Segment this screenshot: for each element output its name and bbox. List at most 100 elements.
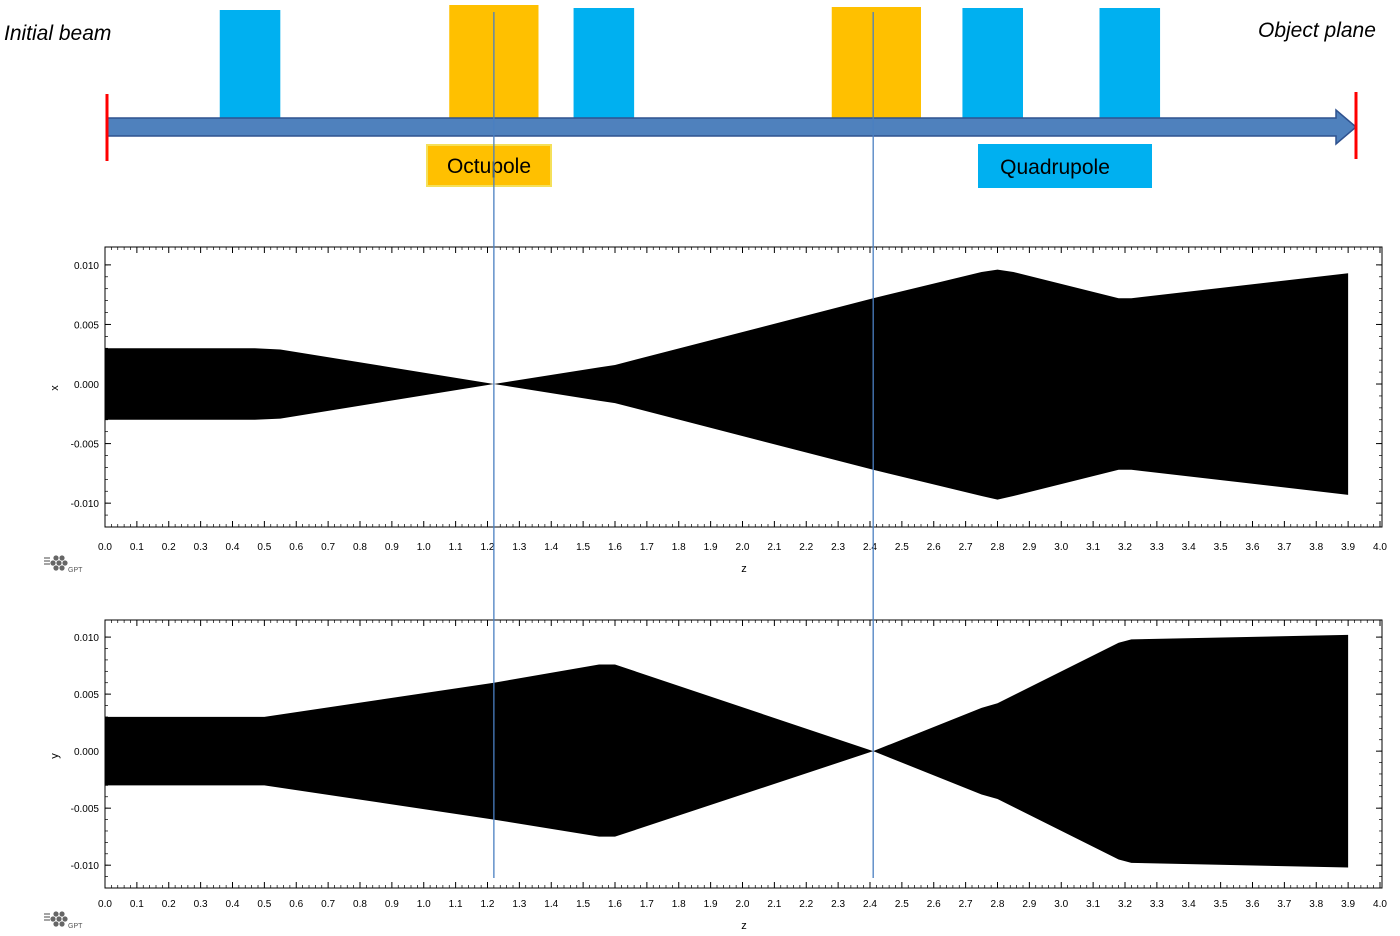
x-tick-label: 1.1 (449, 899, 463, 910)
x-tick-label: 0.5 (257, 542, 271, 553)
x-tick-label: 1.4 (544, 542, 558, 553)
x-tick-label: 1.7 (640, 542, 654, 553)
x-tick-label: 2.9 (1022, 899, 1036, 910)
x-tick-label: 3.4 (1182, 899, 1196, 910)
initial-beam-label: Initial beam (4, 22, 112, 45)
x-tick-label: 2.6 (927, 542, 941, 553)
x-axis-title: z (741, 563, 747, 575)
x-tick-label: 2.3 (831, 542, 845, 553)
y-tick-label: -0.005 (71, 804, 100, 815)
x-tick-label: 1.2 (481, 542, 495, 553)
x-tick-label: 1.3 (512, 542, 526, 553)
y-tick-label: -0.005 (71, 440, 100, 451)
x-tick-label: 0.3 (194, 899, 208, 910)
x-tick-label: 2.3 (831, 899, 845, 910)
x-tick-label: 1.4 (544, 899, 558, 910)
x-tick-label: 2.4 (863, 899, 877, 910)
x-tick-label: 3.3 (1150, 542, 1164, 553)
x-tick-label: 1.9 (704, 899, 718, 910)
x-tick-label: 2.7 (959, 899, 973, 910)
x-tick-label: 2.1 (767, 899, 781, 910)
y-tick-label: 0.010 (74, 261, 99, 272)
x-tick-label: 0.3 (194, 542, 208, 553)
x-tick-label: 3.2 (1118, 542, 1132, 553)
quadrupole-magnet-3 (573, 8, 635, 118)
y-tick-label: 0.000 (74, 380, 99, 391)
x-tick-label: 4.0 (1373, 899, 1387, 910)
x-tick-label: 1.1 (449, 542, 463, 553)
x-tick-label: 3.3 (1150, 899, 1164, 910)
x-tick-label: 1.5 (576, 542, 590, 553)
y-tick-label: 0.000 (74, 747, 99, 758)
x-tick-label: 0.1 (130, 542, 144, 553)
x-tick-label: 2.0 (736, 899, 750, 910)
x-tick-label: 0.8 (353, 542, 367, 553)
y-tick-label: 0.005 (74, 690, 99, 701)
x-tick-label: 1.9 (704, 542, 718, 553)
x-tick-label: 3.7 (1277, 899, 1291, 910)
x-tick-label: 3.4 (1182, 542, 1196, 553)
octupole-legend-label: Octupole (447, 155, 531, 178)
x-tick-label: 3.5 (1214, 542, 1228, 553)
x-tick-label: 2.8 (991, 899, 1005, 910)
x-tick-label: 3.1 (1086, 899, 1100, 910)
x-tick-label: 0.2 (162, 899, 176, 910)
x-axis-title: z (741, 920, 747, 932)
x-tick-label: 1.0 (417, 542, 431, 553)
quadrupole-magnet-1 (219, 10, 281, 118)
octupole-magnet-4 (831, 7, 921, 118)
x-tick-label: 1.8 (672, 899, 686, 910)
x-tick-label: 0.8 (353, 899, 367, 910)
x-tick-label: 1.7 (640, 899, 654, 910)
x-tick-label: 0.0 (98, 899, 112, 910)
x-tick-label: 3.8 (1309, 542, 1323, 553)
x-tick-label: 3.5 (1214, 899, 1228, 910)
svg-text:GPT: GPT (68, 923, 83, 930)
x-tick-label: 2.1 (767, 542, 781, 553)
x-tick-label: 1.5 (576, 899, 590, 910)
x-tick-label: 3.0 (1054, 542, 1068, 553)
beam-envelope-area (105, 634, 1349, 868)
quadrupole-magnet-6 (1099, 8, 1161, 118)
y-axis-title: y (49, 753, 61, 759)
x-tick-label: 1.0 (417, 899, 431, 910)
x-tick-label: 0.5 (257, 899, 271, 910)
x-tick-label: 0.9 (385, 899, 399, 910)
x-tick-label: 2.5 (895, 542, 909, 553)
x-tick-label: 0.0 (98, 542, 112, 553)
quadrupole-legend-box (978, 144, 1152, 188)
x-tick-label: 0.2 (162, 542, 176, 553)
x-tick-label: 0.4 (226, 542, 240, 553)
x-tick-label: 4.0 (1373, 542, 1387, 553)
y-axis-title: x (49, 385, 61, 391)
x-tick-label: 3.0 (1054, 899, 1068, 910)
x-tick-label: 3.9 (1341, 542, 1355, 553)
x-tick-label: 1.8 (672, 542, 686, 553)
x-tick-label: 0.1 (130, 899, 144, 910)
x-tick-label: 3.8 (1309, 899, 1323, 910)
x-tick-label: 0.6 (289, 542, 303, 553)
x-tick-label: 2.8 (991, 542, 1005, 553)
y-envelope-plot: 0.0 0.1 0.2 0.3 0.4 0.5 0.6 0.7 0.8 0.9 1.0 1.1 1.2 1… (44, 619, 1387, 932)
beam-envelope-area (105, 269, 1349, 500)
y-tick-label: 0.005 (74, 320, 99, 331)
x-tick-label: 3.7 (1277, 542, 1291, 553)
object-plane-label: Object plane (1258, 19, 1376, 42)
x-tick-label: 1.6 (608, 899, 622, 910)
x-tick-label: 2.7 (959, 542, 973, 553)
x-tick-label: 2.5 (895, 899, 909, 910)
x-tick-label: 0.4 (226, 899, 240, 910)
x-tick-label: 1.6 (608, 542, 622, 553)
x-tick-label: 0.7 (321, 899, 335, 910)
x-tick-label: 3.9 (1341, 899, 1355, 910)
y-tick-label: -0.010 (71, 861, 100, 872)
octupole-legend-box (426, 144, 552, 187)
gpt-logo: GPT (44, 555, 83, 574)
x-tick-label: 3.2 (1118, 899, 1132, 910)
x-tick-label: 0.9 (385, 542, 399, 553)
y-tick-label: 0.010 (74, 633, 99, 644)
x-tick-label: 2.6 (927, 899, 941, 910)
svg-text:GPT: GPT (68, 567, 83, 574)
